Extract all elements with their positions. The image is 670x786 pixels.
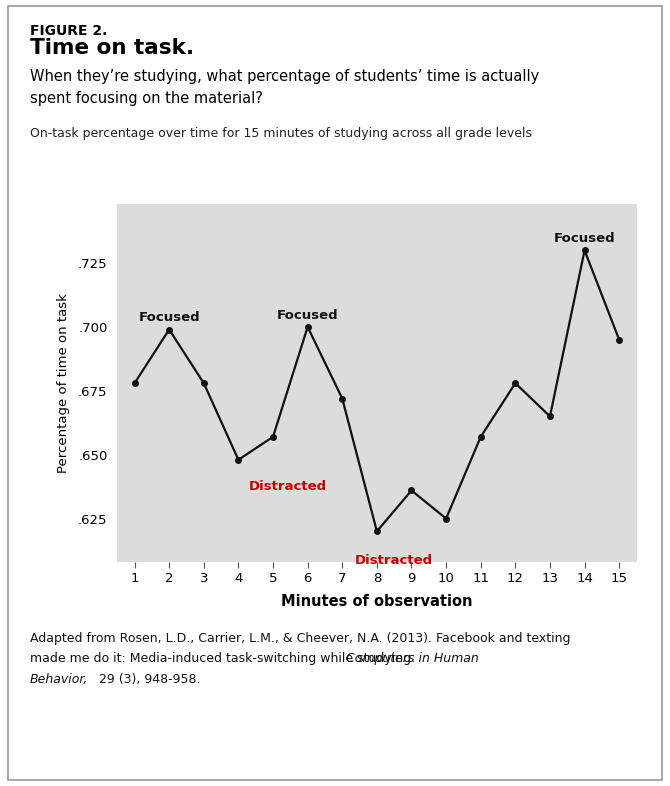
Text: Distracted: Distracted bbox=[249, 480, 327, 494]
X-axis label: Minutes of observation: Minutes of observation bbox=[281, 593, 472, 608]
Text: Distracted: Distracted bbox=[355, 554, 433, 567]
Text: Adapted from Rosen, L.D., Carrier, L.M., & Cheever, N.A. (2013). Facebook and te: Adapted from Rosen, L.D., Carrier, L.M.,… bbox=[30, 632, 571, 645]
Text: When they’re studying, what percentage of students’ time is actually
spent focus: When they’re studying, what percentage o… bbox=[30, 69, 539, 106]
Y-axis label: Percentage of time on task: Percentage of time on task bbox=[56, 293, 70, 473]
Text: Behavior,: Behavior, bbox=[30, 673, 88, 686]
Text: Time on task.: Time on task. bbox=[30, 38, 194, 57]
Text: made me do it: Media-induced task-switching while studying.: made me do it: Media-induced task-switch… bbox=[30, 652, 419, 666]
Text: Focused: Focused bbox=[139, 311, 200, 325]
Text: FIGURE 2.: FIGURE 2. bbox=[30, 24, 107, 38]
Text: Focused: Focused bbox=[277, 309, 338, 322]
Text: Computers in Human: Computers in Human bbox=[346, 652, 479, 666]
Text: Focused: Focused bbox=[554, 232, 615, 245]
Text: 29 (3), 948-958.: 29 (3), 948-958. bbox=[95, 673, 200, 686]
Text: On-task percentage over time for 15 minutes of studying across all grade levels: On-task percentage over time for 15 minu… bbox=[30, 127, 532, 141]
